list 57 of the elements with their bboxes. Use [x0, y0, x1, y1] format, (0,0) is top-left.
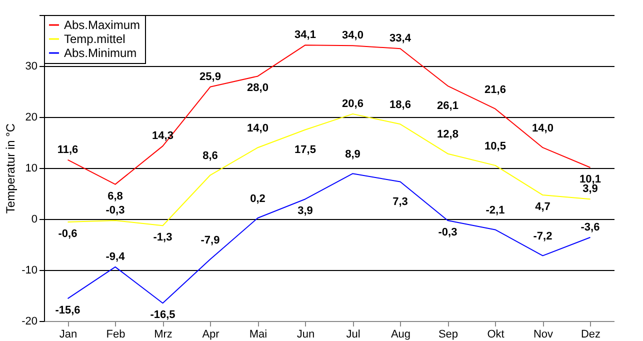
x-tick-label: Apr: [202, 328, 220, 340]
data-label: -0,3: [438, 226, 458, 239]
data-label: -7,2: [533, 230, 552, 243]
data-label: 18,6: [390, 99, 411, 112]
y-tick-label: 0: [31, 214, 38, 226]
data-label: 28,0: [247, 82, 268, 94]
data-label: -1,3: [153, 232, 172, 244]
y-tick-label: -20: [22, 316, 38, 328]
x-tick-label: Jan: [59, 328, 78, 340]
data-label: 7,3: [392, 196, 408, 208]
data-label: 10,1: [580, 173, 601, 186]
data-label: 34,0: [342, 30, 364, 42]
legend-label: Abs.Minimum: [64, 46, 137, 60]
x-tick-label: Aug: [390, 328, 411, 340]
data-label: -9,4: [106, 250, 126, 263]
data-label: 17,5: [294, 144, 316, 156]
legend-label: Temp.mittel: [64, 32, 126, 46]
x-tick-label: Jun: [296, 328, 315, 340]
data-label: 14,0: [247, 122, 268, 135]
x-tick-label: Dez: [580, 328, 601, 340]
y-tick-label: 20: [25, 112, 38, 124]
data-label: 12,8: [437, 128, 458, 141]
data-label: 26,1: [437, 100, 458, 112]
y-tick-label: 10: [25, 162, 38, 174]
data-label: -7,9: [200, 234, 220, 246]
data-label: -0,6: [58, 228, 78, 240]
data-label: 14,0: [532, 122, 554, 135]
data-label: 8,9: [345, 148, 360, 161]
data-label: 33,4: [390, 32, 412, 45]
data-label: 11,6: [57, 144, 78, 156]
x-tick-label: Mai: [249, 328, 268, 340]
x-tick-label: Nov: [533, 328, 554, 340]
data-label: 8,6: [202, 150, 218, 162]
x-tick-label: Sep: [438, 328, 458, 340]
data-label: 34,1: [294, 29, 316, 42]
x-tick-label: Jul: [346, 328, 360, 340]
data-label: 3,9: [582, 183, 598, 196]
x-tick-label: Okt: [487, 328, 504, 340]
data-label: -3,6: [580, 221, 600, 234]
legend-label: Abs.Maximum: [64, 18, 140, 32]
data-label: 0,2: [250, 192, 266, 205]
data-label: 6,8: [108, 190, 123, 202]
data-label: -16,5: [150, 309, 176, 322]
y-tick-label: 30: [25, 60, 38, 72]
data-label: -15,6: [55, 304, 80, 317]
data-label: 3,9: [298, 205, 313, 218]
data-label: 20,6: [342, 98, 364, 110]
y-axis-title: Temperatur in °C: [4, 123, 18, 214]
data-label: -2,1: [486, 204, 505, 217]
x-tick-label: Mrz: [154, 328, 172, 340]
data-label: 21,6: [484, 84, 506, 96]
data-label: 10,5: [484, 140, 506, 152]
x-tick-label: Feb: [106, 328, 126, 340]
data-label: 25,9: [200, 70, 221, 83]
data-label: 4,7: [535, 201, 550, 214]
y-tick-label: -10: [22, 264, 38, 276]
data-label: -0,3: [106, 204, 125, 217]
